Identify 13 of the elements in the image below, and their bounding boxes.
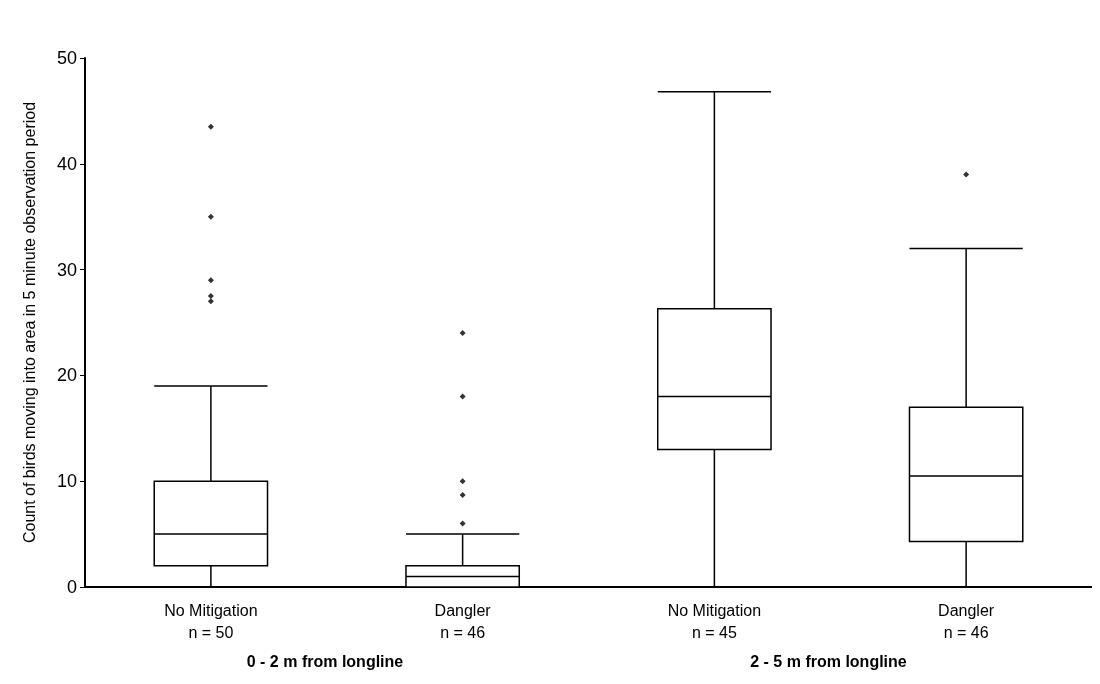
y-axis-title: Count of birds moving into area in 5 minute observation period bbox=[20, 101, 38, 544]
y-tick-label: 20 bbox=[56, 365, 77, 386]
y-tick-label: 40 bbox=[56, 153, 77, 174]
x-tick-label: No Mitigation n = 45 bbox=[667, 601, 762, 641]
text: 0 - 2 m from longline bbox=[246, 652, 404, 670]
y-tick-label: 50 bbox=[56, 48, 77, 68]
y-tick-label: 0 bbox=[66, 577, 77, 597]
text: 2 - 5 m from longline bbox=[750, 652, 907, 670]
x-tick-label: Dangler n = 46 bbox=[938, 601, 995, 641]
y-tick-label: 30 bbox=[56, 259, 77, 280]
x-tick-label: Dangler n = 46 bbox=[434, 601, 492, 641]
y-tick-label: 10 bbox=[56, 471, 77, 492]
x-tick-label: No Mitigation n = 50 bbox=[164, 601, 258, 641]
